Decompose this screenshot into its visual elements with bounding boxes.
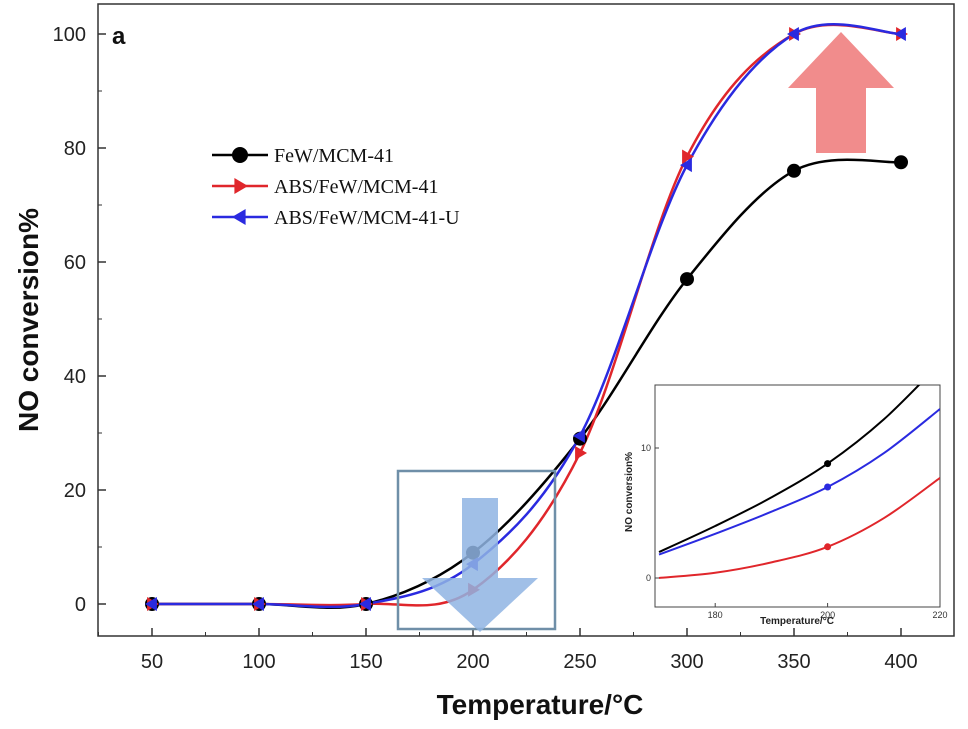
x-tick-label: 350 xyxy=(777,651,810,673)
legend-label-1: FeW/MCM-41 xyxy=(274,145,394,167)
inset-data-point-3 xyxy=(824,543,832,551)
x-tick-label: 100 xyxy=(242,651,275,673)
inset-series-line-1 xyxy=(658,385,921,553)
y-tick-label: 100 xyxy=(53,24,86,46)
data-point-series-3 xyxy=(359,597,371,611)
panel-label: a xyxy=(112,23,126,50)
arrow-down xyxy=(422,498,538,632)
inset-data-point-1 xyxy=(824,460,832,468)
inset-background xyxy=(655,385,940,607)
data-point-series-2 xyxy=(682,149,694,164)
inset-data-point-2 xyxy=(824,483,832,491)
x-tick-label: 150 xyxy=(349,651,382,673)
inset-y-tick-label: 0 xyxy=(646,573,651,583)
x-tick-label: 200 xyxy=(456,651,489,673)
data-point-series-3 xyxy=(252,597,264,611)
data-point-series-1 xyxy=(680,272,694,287)
legend-marker-3 xyxy=(232,209,246,225)
legend: FeW/MCM-41 ABS/FeW/MCM-41 ABS/FeW/MCM-41-U xyxy=(212,145,460,229)
inset-plot: 180 200 220 0 10 Temperature/°C NO conversio… xyxy=(624,384,948,627)
data-point-series-3 xyxy=(680,158,692,173)
inset-series-line-2 xyxy=(658,408,940,556)
inset-clipped-group xyxy=(658,385,940,579)
data-point-series-3 xyxy=(145,597,157,611)
legend-marker-2 xyxy=(234,178,248,194)
y-tick-label: 80 xyxy=(64,138,86,160)
x-tick-label: 250 xyxy=(563,651,596,673)
y-tick-label: 20 xyxy=(64,480,86,502)
data-point-series-2 xyxy=(575,445,587,460)
inset-x-axis-label: Temperature/°C xyxy=(760,616,834,627)
y-tick-label: 40 xyxy=(64,366,86,388)
main-series-layer xyxy=(145,23,908,611)
data-point-series-3 xyxy=(573,428,585,443)
inset-x-tick-label: 200 xyxy=(820,610,835,620)
x-axis-label: Temperature/°C xyxy=(437,689,644,720)
series-line-3 xyxy=(152,23,902,609)
x-tick-label: 300 xyxy=(670,651,703,673)
data-point-series-1 xyxy=(787,163,801,178)
y-tick-label: 0 xyxy=(75,594,86,616)
y-tick-label: 60 xyxy=(64,252,86,274)
legend-label-2: ABS/FeW/MCM-41 xyxy=(274,176,438,198)
zoom-box xyxy=(396,469,557,631)
data-point-series-3 xyxy=(787,27,799,41)
inset-series-layer xyxy=(658,385,940,579)
inset-axis-ticks: 180 200 220 0 10 xyxy=(641,443,948,620)
legend-marker-1 xyxy=(232,147,248,163)
legend-label-3: ABS/FeW/MCM-41-U xyxy=(274,207,460,229)
inset-y-axis-label: NO conversion% xyxy=(624,452,635,532)
inset-series-line-3 xyxy=(658,477,940,579)
x-tick-label: 50 xyxy=(141,651,163,673)
inset-frame xyxy=(654,384,941,608)
y-axis-label: NO conversion% xyxy=(13,208,44,432)
inset-x-tick-label: 220 xyxy=(932,610,947,620)
x-tick-label: 400 xyxy=(884,651,917,673)
data-point-series-3 xyxy=(894,27,906,41)
inset-x-tick-label: 180 xyxy=(708,610,723,620)
data-point-series-1 xyxy=(894,155,908,170)
arrow-up xyxy=(788,32,894,153)
inset-y-tick-label: 10 xyxy=(641,443,651,453)
annotations-layer xyxy=(396,32,894,632)
